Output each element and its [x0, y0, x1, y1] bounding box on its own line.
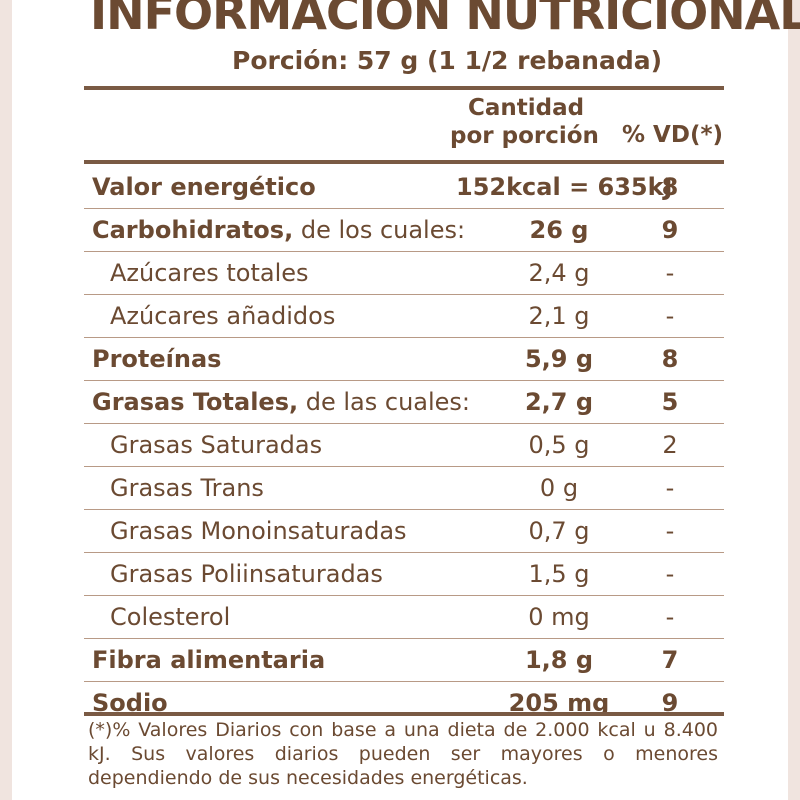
nutrient-dv: 7	[661, 646, 679, 674]
nutrient-dv: -	[665, 259, 675, 287]
top-rule	[84, 86, 724, 90]
nutrient-row-carbohydrates: Carbohidratos, de los cuales: 26 g 9	[84, 209, 724, 252]
nutrient-name: Grasas Totales,	[92, 388, 299, 416]
nutrient-row-total-fat: Grasas Totales, de las cuales: 2,7 g 5	[84, 381, 724, 424]
left-edge	[0, 0, 12, 800]
right-edge	[788, 0, 800, 800]
nutrient-amount: 5,9 g	[524, 345, 594, 373]
nutrient-subtext: de las cuales:	[298, 388, 471, 416]
nutrient-dv: 2	[662, 431, 678, 459]
nutrient-amount: 2,4 g	[528, 259, 590, 287]
nutrient-name: Azúcares añadidos	[110, 302, 336, 330]
nutrient-row-protein: Proteínas 5,9 g 8	[84, 338, 724, 381]
nutrient-name: Colesterol	[110, 603, 231, 631]
nutrient-row-added-sugars: Azúcares añadidos 2,1 g -	[84, 295, 724, 338]
nutrient-amount: 0,5 g	[528, 431, 590, 459]
amount-column-header: Cantidad por porción	[450, 94, 610, 150]
nutrient-dv: -	[665, 560, 675, 588]
daily-value-footnote: (*)% Valores Diarios con base a una diet…	[88, 719, 718, 789]
nutrient-amount: 0 mg	[528, 603, 590, 631]
nutrient-row-saturated-fat: Grasas Saturadas 0,5 g 2	[84, 424, 724, 467]
nutrient-amount: 152kcal = 635kJ	[456, 173, 673, 201]
bottom-rule	[84, 712, 724, 716]
nutrient-row-polyunsaturated-fat: Grasas Poliinsaturadas 1,5 g -	[84, 553, 724, 596]
nutrient-name: Fibra alimentaria	[92, 646, 326, 674]
nutrient-row-total-sugars: Azúcares totales 2,4 g -	[84, 252, 724, 295]
nutrient-amount: 26 g	[529, 216, 589, 244]
nutrient-amount: 0,7 g	[528, 517, 590, 545]
nutrient-amount: 1,5 g	[528, 560, 590, 588]
nutrient-name: Grasas Monoinsaturadas	[110, 517, 407, 545]
dv-column-header: % VD(*)	[622, 122, 723, 148]
nutrient-amount: 2,1 g	[528, 302, 590, 330]
nutrient-name: Grasas Poliinsaturadas	[110, 560, 383, 588]
serving-size: Porción: 57 g (1 1/2 rebanada)	[232, 46, 663, 75]
nutrient-dv: 9	[661, 689, 679, 717]
nutrient-dv: 5	[661, 388, 679, 416]
label-title: INFORMACIÓN NUTRICIONAL	[90, 0, 800, 40]
nutrient-amount: 2,7 g	[524, 388, 594, 416]
header-rule	[84, 160, 724, 164]
amount-header-line1: Cantidad	[468, 95, 585, 121]
nutrient-dv: -	[665, 517, 675, 545]
amount-header-line2: por porción	[450, 123, 599, 149]
nutrient-dv: 8	[661, 173, 679, 201]
nutrient-table: Valor energético 152kcal = 635kJ 8 Carbo…	[84, 166, 724, 724]
nutrient-dv: -	[665, 302, 675, 330]
nutrient-dv: 9	[661, 216, 679, 244]
nutrient-dv: -	[665, 474, 675, 502]
nutrient-name: Proteínas	[92, 345, 222, 373]
nutrient-amount: 1,8 g	[524, 646, 594, 674]
nutrient-row-fiber: Fibra alimentaria 1,8 g 7	[84, 639, 724, 682]
nutrient-row-cholesterol: Colesterol 0 mg -	[84, 596, 724, 639]
nutrient-amount: 0 g	[539, 474, 579, 502]
nutrient-row-energy: Valor energético 152kcal = 635kJ 8	[84, 166, 724, 209]
nutrient-row-monounsaturated-fat: Grasas Monoinsaturadas 0,7 g -	[84, 510, 724, 553]
nutrient-row-trans-fat: Grasas Trans 0 g -	[84, 467, 724, 510]
nutrient-name: Carbohidratos,	[92, 216, 294, 244]
nutrient-subtext: de los cuales:	[293, 216, 466, 244]
nutrient-dv: -	[665, 603, 675, 631]
nutrient-name: Grasas Trans	[110, 474, 264, 502]
nutrient-name: Azúcares totales	[110, 259, 309, 287]
nutrient-name: Valor energético	[92, 173, 316, 201]
nutrient-dv: 8	[661, 345, 679, 373]
nutrient-name: Grasas Saturadas	[110, 431, 323, 459]
